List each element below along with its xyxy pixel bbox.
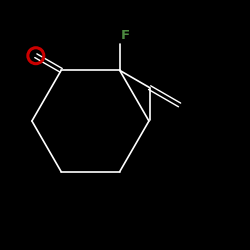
- Text: F: F: [121, 30, 130, 43]
